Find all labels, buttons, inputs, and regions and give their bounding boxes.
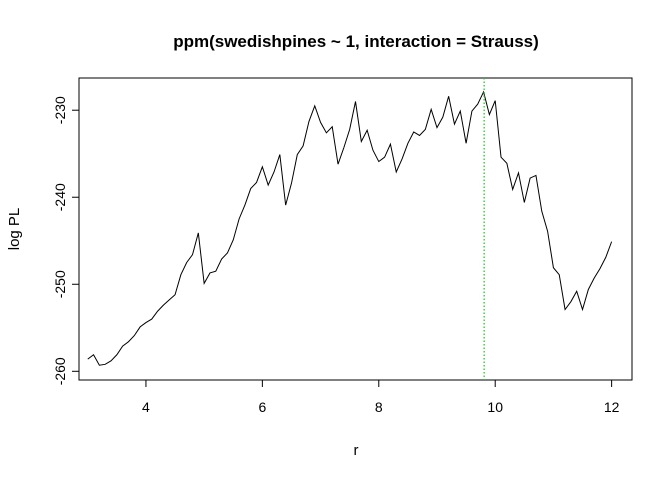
x-tick-label: 8 [375, 399, 383, 415]
y-axis: -230 -240 -250 -260 [52, 96, 80, 385]
x-tick-label: 4 [142, 399, 150, 415]
x-tick-label: 10 [487, 399, 503, 415]
series-line [87, 90, 613, 366]
x-axis-label: r [354, 442, 359, 459]
y-tick-label: -250 [52, 270, 68, 298]
plot-frame [78, 77, 633, 381]
x-axis: 4 6 8 10 12 [142, 379, 620, 415]
y-tick-label: -230 [52, 96, 68, 124]
x-tick-label: 6 [258, 399, 266, 415]
y-tick-label: -260 [52, 357, 68, 385]
plot-marks [87, 78, 613, 380]
y-tick-label: -240 [52, 183, 68, 211]
chart-title: ppm(swedishpines ~ 1, interaction = Stra… [173, 32, 539, 51]
y-axis-label: log PL [6, 208, 23, 251]
x-tick-label: 12 [604, 399, 620, 415]
